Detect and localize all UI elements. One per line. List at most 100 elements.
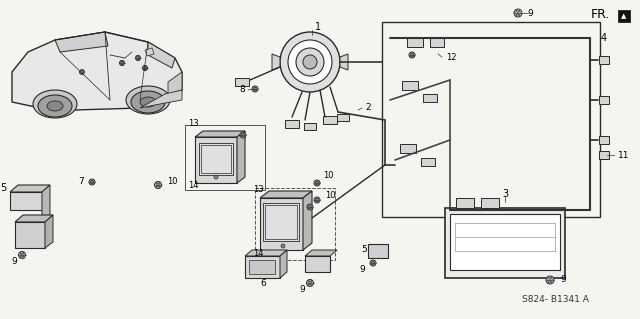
- Text: 10: 10: [167, 177, 177, 187]
- Polygon shape: [148, 42, 175, 68]
- Polygon shape: [15, 222, 45, 248]
- Bar: [337, 114, 349, 121]
- Circle shape: [253, 87, 257, 91]
- Circle shape: [20, 253, 24, 257]
- Circle shape: [303, 55, 317, 69]
- Circle shape: [143, 67, 147, 69]
- Text: 9: 9: [299, 286, 305, 294]
- Text: 14: 14: [253, 249, 264, 257]
- Circle shape: [89, 179, 95, 185]
- Text: FR.: FR.: [591, 8, 610, 20]
- Polygon shape: [55, 32, 108, 52]
- Circle shape: [281, 244, 285, 248]
- Polygon shape: [305, 250, 337, 256]
- Circle shape: [90, 180, 93, 184]
- Polygon shape: [15, 215, 53, 222]
- Bar: [285, 120, 299, 128]
- Polygon shape: [280, 250, 287, 278]
- Bar: [304, 122, 316, 130]
- Bar: [400, 144, 416, 152]
- Circle shape: [548, 278, 552, 282]
- Circle shape: [280, 32, 340, 92]
- Bar: [201, 145, 231, 173]
- Text: 5: 5: [361, 246, 367, 255]
- Circle shape: [546, 276, 554, 284]
- Circle shape: [296, 48, 324, 76]
- Text: 9: 9: [560, 276, 566, 285]
- Text: 2: 2: [365, 103, 371, 113]
- Circle shape: [288, 40, 332, 84]
- Circle shape: [316, 198, 319, 202]
- Text: 5: 5: [0, 183, 6, 193]
- Ellipse shape: [140, 97, 156, 107]
- Circle shape: [252, 86, 258, 92]
- Polygon shape: [42, 185, 50, 222]
- Circle shape: [120, 61, 125, 65]
- Circle shape: [156, 183, 160, 187]
- Polygon shape: [303, 191, 312, 250]
- Bar: [599, 96, 609, 104]
- Text: 9: 9: [527, 9, 532, 18]
- Bar: [421, 158, 435, 166]
- Ellipse shape: [131, 91, 165, 113]
- Bar: [599, 56, 609, 64]
- Circle shape: [79, 70, 84, 75]
- Circle shape: [410, 53, 413, 57]
- Text: 8: 8: [239, 85, 245, 94]
- Bar: [407, 38, 423, 47]
- Circle shape: [514, 9, 522, 17]
- Polygon shape: [305, 256, 330, 272]
- Ellipse shape: [126, 86, 170, 114]
- Bar: [382, 22, 600, 217]
- Text: 13: 13: [188, 118, 198, 128]
- Circle shape: [154, 182, 161, 189]
- Polygon shape: [10, 185, 50, 192]
- Bar: [265, 205, 297, 239]
- Bar: [323, 116, 337, 124]
- Circle shape: [516, 11, 520, 15]
- Text: 9: 9: [11, 257, 17, 266]
- Bar: [481, 198, 499, 208]
- Text: 3: 3: [502, 189, 508, 199]
- Bar: [199, 143, 233, 175]
- Circle shape: [136, 56, 141, 61]
- Polygon shape: [140, 90, 182, 108]
- Bar: [599, 151, 609, 159]
- Circle shape: [371, 261, 374, 265]
- Circle shape: [314, 180, 320, 186]
- Circle shape: [409, 52, 415, 58]
- Bar: [263, 203, 299, 241]
- Text: 13: 13: [253, 186, 264, 195]
- Polygon shape: [145, 48, 154, 56]
- Text: 10: 10: [325, 191, 335, 201]
- Circle shape: [120, 62, 124, 64]
- Circle shape: [214, 175, 218, 179]
- Polygon shape: [195, 137, 237, 183]
- Circle shape: [308, 205, 312, 209]
- Circle shape: [240, 132, 246, 138]
- Polygon shape: [245, 250, 287, 256]
- Polygon shape: [168, 72, 182, 94]
- Text: S824- B1341 A: S824- B1341 A: [522, 295, 588, 305]
- Polygon shape: [195, 131, 245, 137]
- Ellipse shape: [38, 95, 72, 117]
- Bar: [235, 78, 249, 86]
- Text: 14: 14: [188, 181, 198, 189]
- Circle shape: [370, 260, 376, 266]
- Text: 12: 12: [446, 53, 456, 62]
- Bar: [445, 208, 565, 278]
- Bar: [185, 125, 265, 190]
- Circle shape: [241, 133, 244, 137]
- Bar: [599, 136, 609, 144]
- Polygon shape: [260, 198, 303, 250]
- Polygon shape: [245, 256, 280, 278]
- Polygon shape: [618, 10, 630, 22]
- Polygon shape: [10, 192, 42, 210]
- Polygon shape: [12, 32, 182, 110]
- Text: ▲: ▲: [621, 13, 627, 19]
- Ellipse shape: [33, 90, 77, 118]
- Polygon shape: [260, 191, 312, 198]
- Circle shape: [314, 197, 320, 203]
- Polygon shape: [45, 215, 53, 248]
- Bar: [185, 125, 265, 190]
